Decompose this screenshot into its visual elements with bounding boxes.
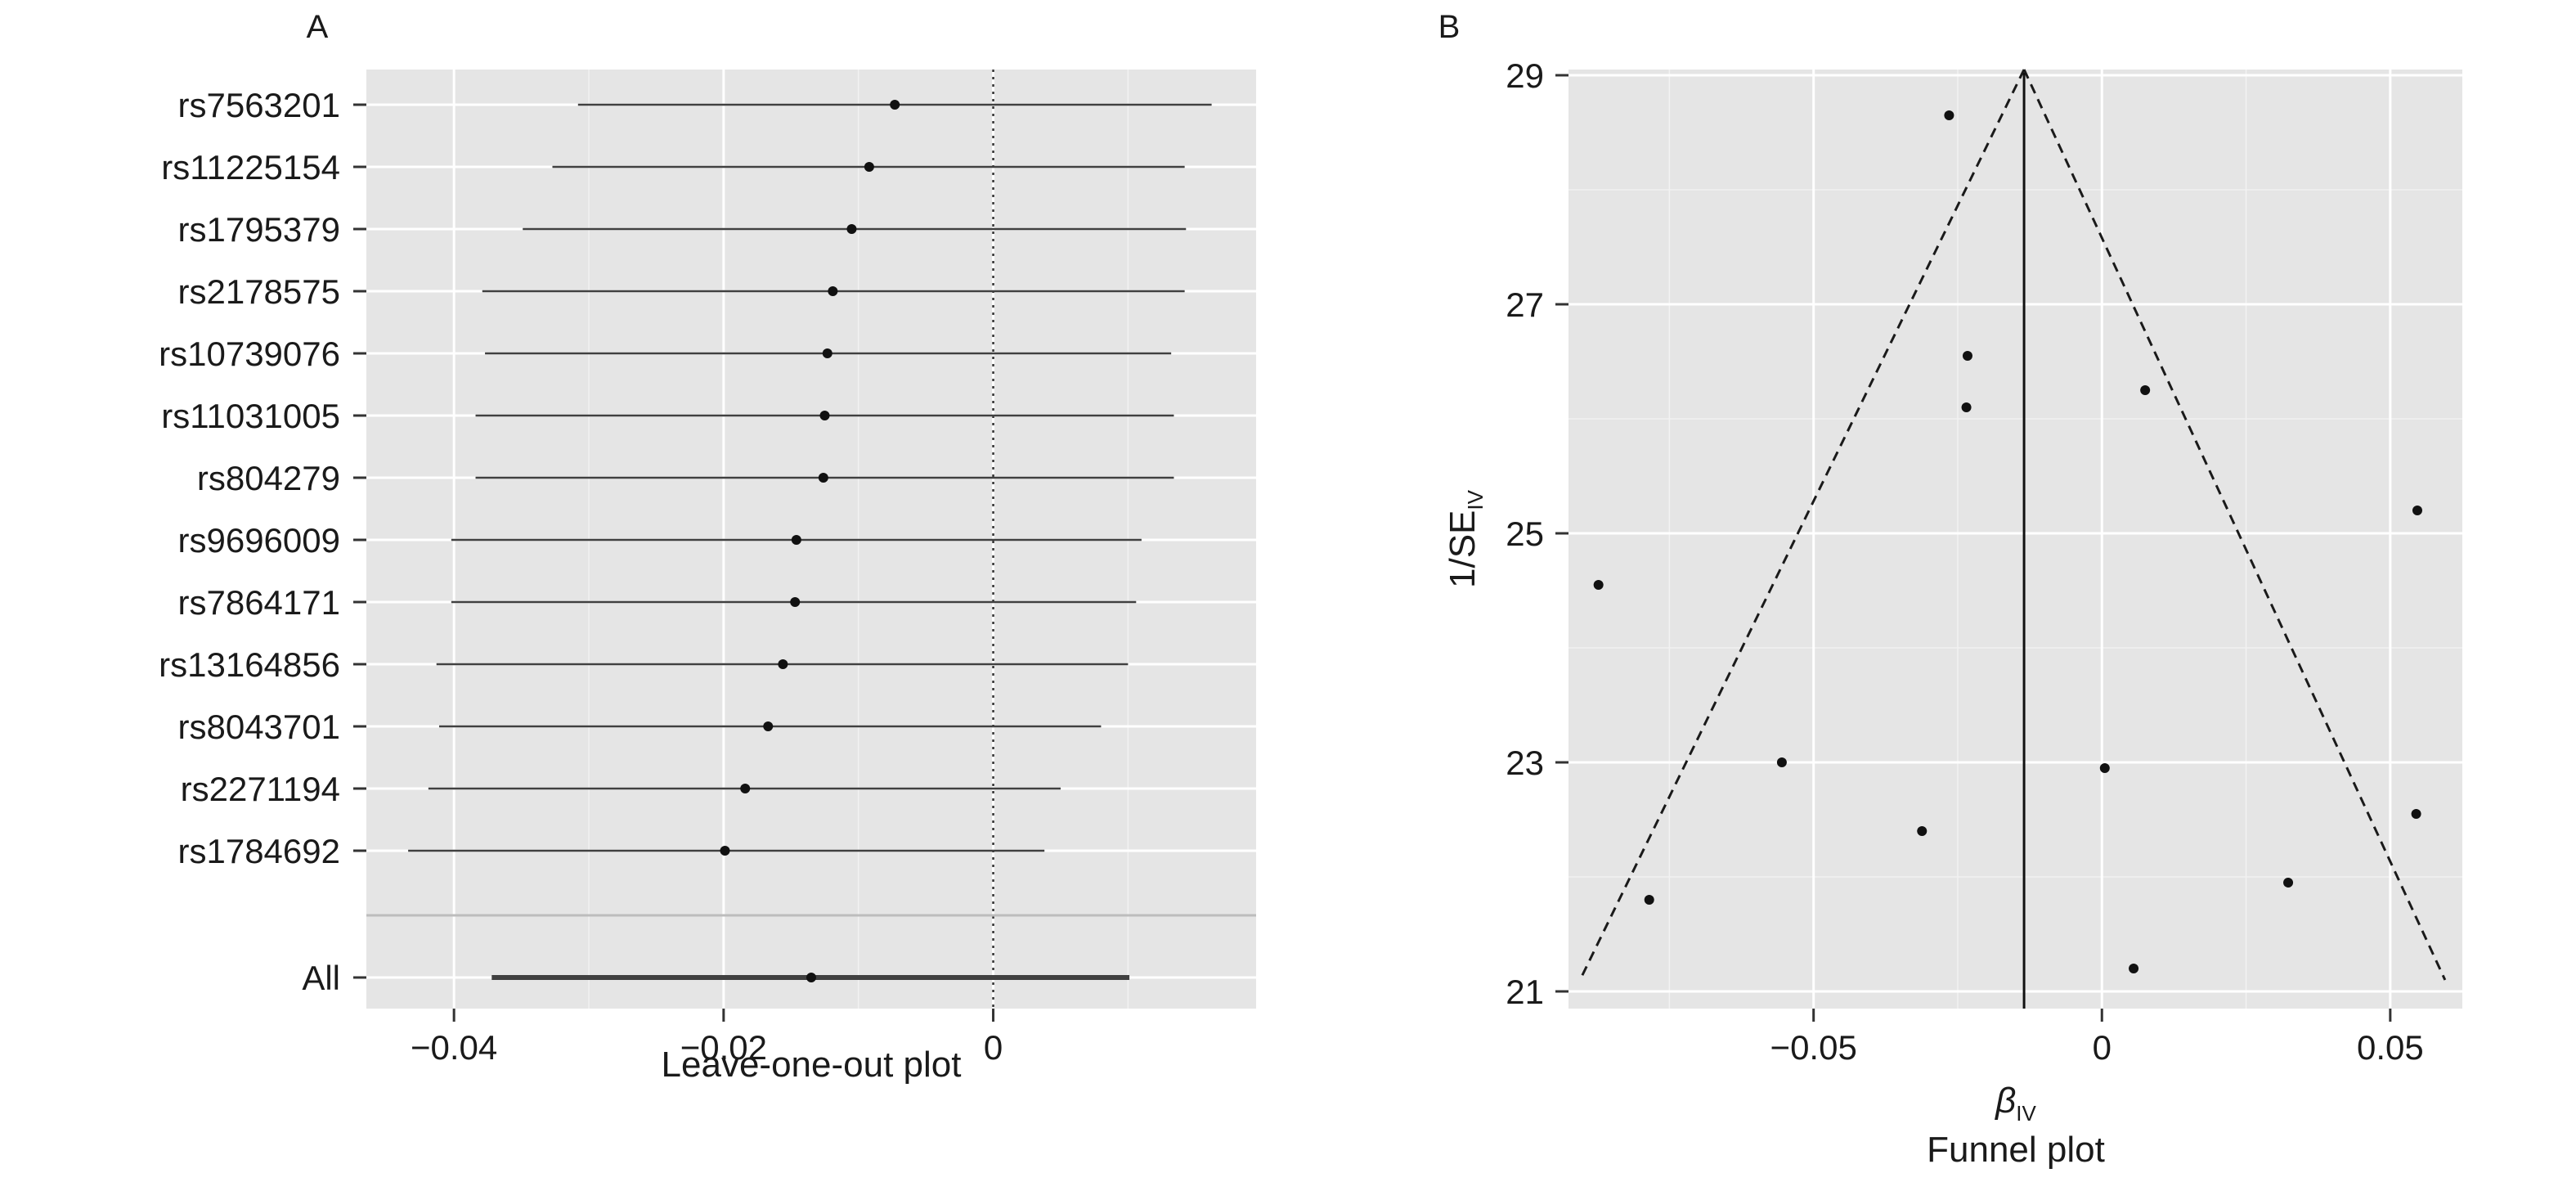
funnel-point <box>2129 964 2139 973</box>
beta-subscript: IV <box>2016 1101 2036 1126</box>
estimate-point <box>819 411 830 420</box>
x-tick-label: 0.05 <box>2357 1028 2424 1067</box>
snp-label: rs8043701 <box>178 708 341 746</box>
funnel-point <box>1776 757 1787 767</box>
estimate-point <box>720 846 730 856</box>
y-axis-title-b: 1/SEIV <box>1443 489 1488 588</box>
estimate-point <box>763 721 774 731</box>
estimate-point <box>828 286 838 296</box>
estimate-point <box>890 100 900 110</box>
estimate-point <box>790 597 801 607</box>
funnel-point <box>2099 763 2110 773</box>
funnel-point <box>1644 895 1654 905</box>
grid-b <box>1568 70 2462 1009</box>
funnel-point <box>2412 506 2422 515</box>
y-axis-title-sub: IV <box>1463 489 1488 510</box>
snp-label: rs1795379 <box>178 210 341 249</box>
snp-label: rs2178575 <box>178 272 341 311</box>
snp-label: rs11225154 <box>161 148 340 187</box>
snp-label: rs10739076 <box>159 335 340 373</box>
funnel-point <box>1944 110 1954 120</box>
x-axis-b: −0.05 0 0.05 <box>1770 1009 2424 1067</box>
x-tick-label: 0 <box>984 1028 1003 1067</box>
y-tick-label: 25 <box>1506 515 1544 553</box>
y-tick-label: 29 <box>1506 56 1544 95</box>
snp-label: rs804279 <box>197 459 340 497</box>
funnel-point <box>1961 402 1972 412</box>
funnel-point <box>1962 351 1972 361</box>
estimate-point <box>740 784 751 793</box>
funnel-point <box>2283 878 2294 888</box>
x-tick-label: −0.05 <box>1770 1028 1857 1067</box>
x-axis-title-b: Funnel plot <box>1927 1130 2105 1170</box>
funnel-point <box>2411 809 2421 819</box>
snp-label: rs1784692 <box>178 832 341 870</box>
funnel-left-line <box>1578 69 2026 981</box>
y-tick-label: 21 <box>1506 973 1544 1011</box>
estimate-point <box>846 224 857 234</box>
estimate-point <box>778 659 788 669</box>
panel-label-a: A <box>307 9 329 45</box>
estimate-point <box>791 535 801 545</box>
snp-label: All <box>302 959 340 997</box>
panel-label-b: B <box>1438 9 1461 45</box>
funnel-right-line <box>2022 69 2447 981</box>
x-axis-a: −0.04 −0.02 0 <box>411 1009 1003 1067</box>
estimate-point <box>822 348 832 358</box>
funnel-point <box>2140 385 2151 395</box>
estimate-point <box>864 162 874 172</box>
funnel-point <box>1593 580 1604 590</box>
funnel-point <box>1917 826 1928 836</box>
snp-label: rs9696009 <box>178 521 341 560</box>
y-tick-label: 23 <box>1506 744 1544 782</box>
leave-one-out-panel: A rs7563201rs11225154rs1795379rs2178575r… <box>159 9 1256 1085</box>
snp-label: rs13164856 <box>159 645 340 684</box>
estimate-point <box>806 973 816 982</box>
snp-label: rs2271194 <box>181 770 340 808</box>
snp-label: rs11031005 <box>161 397 340 435</box>
estimate-point <box>818 473 828 483</box>
snp-label: rs7563201 <box>178 86 341 124</box>
x-axis-title-a: Leave-one-out plot <box>662 1045 962 1085</box>
y-tick-label: 27 <box>1506 285 1544 324</box>
x-tick-label: −0.02 <box>680 1028 767 1067</box>
funnel-lines <box>1578 69 2447 1009</box>
snp-label: rs7864171 <box>178 583 341 622</box>
plot-background-b <box>1568 70 2462 1009</box>
y-axis-title-main: 1/SE <box>1443 510 1483 588</box>
snp-labels: rs7563201 rs11225154 rs1795379 rs2178575 rs1… <box>159 86 366 997</box>
x-tick-label: −0.04 <box>411 1028 497 1067</box>
funnel-points <box>1593 110 2422 973</box>
x-tick-label: 0 <box>2093 1028 2112 1067</box>
leave-one-out-marks <box>408 100 1212 982</box>
x-axis-symbol: βIV <box>1994 1081 2036 1126</box>
beta-symbol: β <box>1994 1081 2016 1121</box>
y-axis-b: 21 23 25 27 29 <box>1506 56 1568 1011</box>
